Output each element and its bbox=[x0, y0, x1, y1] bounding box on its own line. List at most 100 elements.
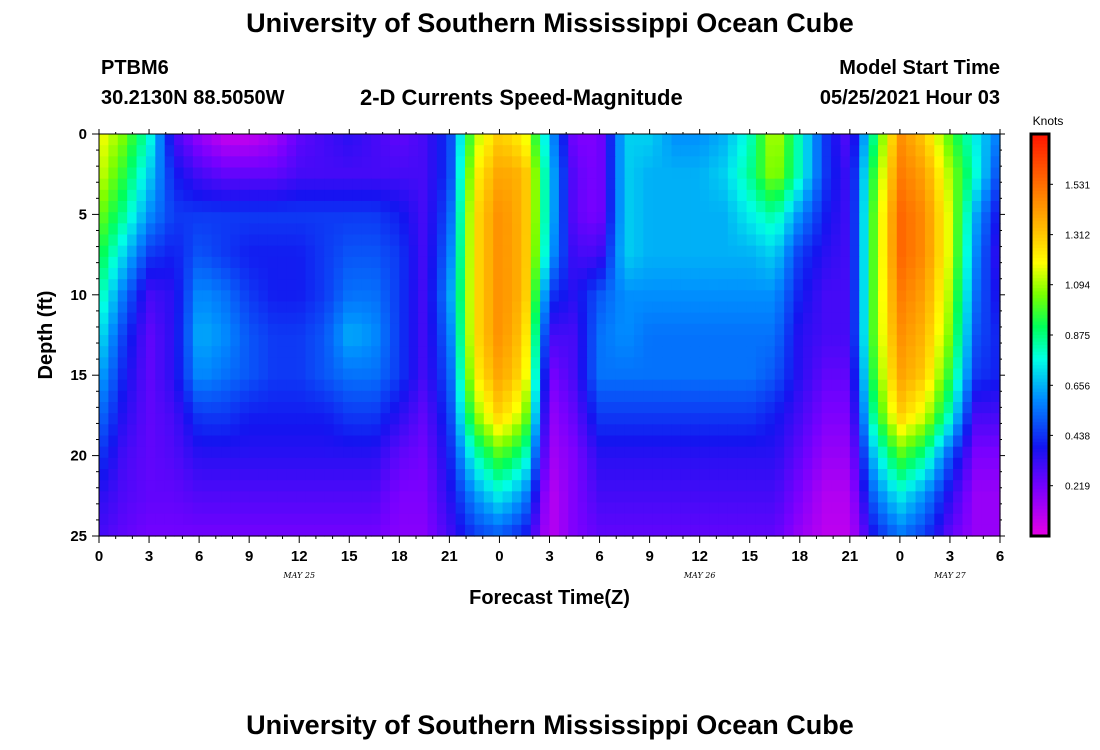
heatmap-cell bbox=[981, 212, 992, 224]
heatmap-cell bbox=[680, 145, 691, 157]
heatmap-cell bbox=[953, 268, 964, 280]
heatmap-cell bbox=[924, 189, 935, 202]
heatmap-cell bbox=[906, 145, 917, 157]
heatmap-cell bbox=[709, 223, 720, 236]
heatmap-cell bbox=[314, 234, 325, 247]
heatmap-cell bbox=[727, 134, 738, 146]
heatmap-cell bbox=[352, 312, 363, 325]
heatmap-cell bbox=[155, 402, 166, 414]
heatmap-cell bbox=[802, 524, 813, 537]
heatmap-cell bbox=[127, 201, 138, 213]
heatmap-cell bbox=[277, 513, 288, 526]
heatmap-cell bbox=[296, 491, 307, 504]
heatmap-cell bbox=[343, 346, 354, 358]
heatmap-cell bbox=[680, 189, 691, 202]
heatmap-cell bbox=[540, 234, 551, 247]
heatmap-cell bbox=[680, 379, 691, 392]
heatmap-cell bbox=[624, 256, 635, 269]
heatmap-cell bbox=[587, 357, 598, 370]
heatmap-cell bbox=[737, 323, 748, 336]
heatmap-cell bbox=[784, 368, 795, 381]
heatmap-cell bbox=[108, 446, 119, 459]
heatmap-cell bbox=[934, 357, 945, 370]
heatmap-cell bbox=[249, 201, 260, 213]
heatmap-cell bbox=[267, 134, 278, 146]
heatmap-cell bbox=[652, 156, 663, 169]
heatmap-cell bbox=[511, 245, 522, 258]
heatmap-cell bbox=[859, 446, 870, 459]
heatmap-cell bbox=[709, 234, 720, 247]
heatmap-cell bbox=[333, 201, 344, 213]
heatmap-cell bbox=[549, 212, 560, 224]
heatmap-cell bbox=[192, 469, 203, 481]
heatmap-cell bbox=[127, 424, 138, 437]
heatmap-cell bbox=[183, 390, 194, 403]
heatmap-cell bbox=[530, 223, 541, 236]
heatmap-cell bbox=[108, 189, 119, 202]
heatmap-cell bbox=[474, 335, 485, 347]
heatmap-cell bbox=[868, 178, 879, 191]
heatmap-cell bbox=[877, 223, 888, 236]
heatmap-cell bbox=[333, 335, 344, 347]
heatmap-cell bbox=[446, 301, 457, 314]
heatmap-cell bbox=[549, 390, 560, 403]
heatmap-cell bbox=[108, 312, 119, 325]
heatmap-cell bbox=[483, 301, 494, 314]
heatmap-cell bbox=[765, 167, 776, 180]
heatmap-cell bbox=[737, 469, 748, 481]
heatmap-cell bbox=[155, 312, 166, 325]
heatmap-cell bbox=[990, 335, 1001, 347]
heatmap-cell bbox=[277, 189, 288, 202]
heatmap-cell bbox=[849, 335, 860, 347]
heatmap-cell bbox=[145, 256, 156, 269]
heatmap-cell bbox=[971, 502, 982, 515]
heatmap-cell bbox=[906, 156, 917, 169]
heatmap-cell bbox=[953, 524, 964, 537]
heatmap-cell bbox=[605, 368, 616, 381]
heatmap-cell bbox=[239, 402, 250, 414]
heatmap-cell bbox=[680, 335, 691, 347]
heatmap-cell bbox=[389, 368, 400, 381]
heatmap-cell bbox=[699, 189, 710, 202]
heatmap-cell bbox=[352, 268, 363, 280]
heatmap-cell bbox=[615, 189, 626, 202]
heatmap-cell bbox=[924, 368, 935, 381]
heatmap-cell bbox=[915, 346, 926, 358]
heatmap-cell bbox=[211, 346, 222, 358]
date-label: MAY 25 bbox=[282, 571, 315, 580]
heatmap-cell bbox=[887, 189, 898, 202]
heatmap-cell bbox=[418, 268, 429, 280]
heatmap-cell bbox=[906, 524, 917, 537]
heatmap-cell bbox=[371, 379, 382, 392]
heatmap-cell bbox=[371, 402, 382, 414]
heatmap-cell bbox=[821, 312, 832, 325]
heatmap-cell bbox=[887, 469, 898, 481]
heatmap-cell bbox=[521, 145, 532, 157]
heatmap-cell bbox=[145, 524, 156, 537]
heatmap-cell bbox=[446, 368, 457, 381]
heatmap-cell bbox=[427, 312, 438, 325]
heatmap-cell bbox=[887, 268, 898, 280]
heatmap-cell bbox=[99, 413, 109, 425]
heatmap-cell bbox=[577, 413, 588, 425]
heatmap-cell bbox=[296, 469, 307, 481]
heatmap-cell bbox=[493, 189, 504, 202]
heatmap-cell bbox=[436, 435, 447, 448]
heatmap-cell bbox=[155, 513, 166, 526]
heatmap-cell bbox=[906, 502, 917, 515]
heatmap-cell bbox=[793, 301, 804, 314]
heatmap-cell bbox=[174, 457, 185, 470]
heatmap-cell bbox=[483, 234, 494, 247]
heatmap-cell bbox=[202, 491, 213, 504]
heatmap-cell bbox=[296, 424, 307, 437]
heatmap-cell bbox=[877, 469, 888, 481]
heatmap-cell bbox=[277, 390, 288, 403]
heatmap-cell bbox=[671, 178, 682, 191]
heatmap-cell bbox=[474, 457, 485, 470]
heatmap-cell bbox=[183, 480, 194, 492]
heatmap-cell bbox=[915, 390, 926, 403]
heatmap-cell bbox=[333, 156, 344, 169]
colorbar-segment bbox=[1031, 475, 1049, 480]
heatmap-cell bbox=[709, 513, 720, 526]
heatmap-cell bbox=[155, 189, 166, 202]
